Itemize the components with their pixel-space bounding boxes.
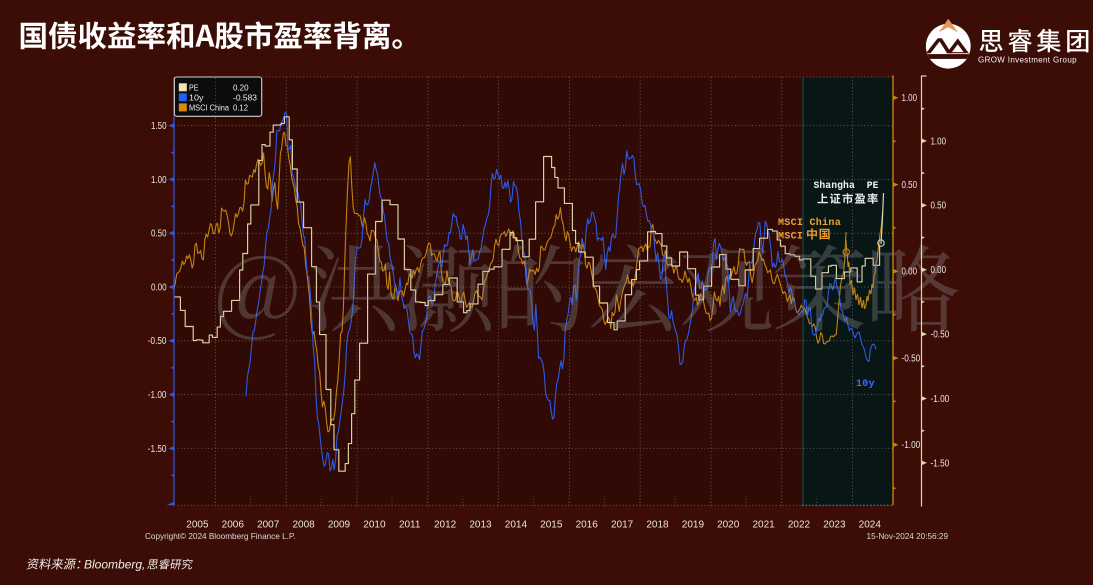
svg-text:10y: 10y — [856, 379, 875, 390]
svg-text:0.50: 0.50 — [931, 201, 947, 212]
svg-text:GROW Investment Group: GROW Investment Group — [978, 55, 1077, 64]
svg-text:2016: 2016 — [576, 520, 599, 531]
svg-text:-0.50: -0.50 — [902, 353, 921, 364]
svg-text:2011: 2011 — [399, 520, 421, 531]
svg-text:2009: 2009 — [328, 520, 351, 531]
svg-text:2014: 2014 — [505, 520, 528, 531]
svg-text:MSCI China: MSCI China — [778, 217, 841, 229]
svg-text:10y: 10y — [189, 93, 204, 103]
svg-text:2023: 2023 — [823, 520, 846, 531]
svg-text:2012: 2012 — [434, 520, 457, 531]
svg-text:2005: 2005 — [186, 520, 209, 531]
svg-text:Bloomberg,: Bloomberg, — [84, 558, 145, 572]
svg-text:-0.50: -0.50 — [931, 330, 950, 341]
svg-text:0.00: 0.00 — [151, 282, 167, 293]
svg-text:0.50: 0.50 — [151, 229, 167, 240]
svg-text:-0.583: -0.583 — [233, 93, 257, 103]
svg-text:2020: 2020 — [717, 520, 740, 531]
svg-text:1.00: 1.00 — [151, 175, 167, 186]
svg-text:PE: PE — [189, 83, 199, 93]
svg-text:0.00: 0.00 — [931, 265, 947, 276]
svg-text:2021: 2021 — [752, 520, 775, 531]
svg-text:-1.00: -1.00 — [902, 440, 921, 451]
svg-text:2008: 2008 — [292, 520, 315, 531]
svg-text:Copyright© 2024 Bloomberg Fina: Copyright© 2024 Bloomberg Finance L.P. — [145, 532, 296, 541]
svg-text:MSCI: MSCI — [778, 232, 803, 243]
svg-text:1.50: 1.50 — [151, 121, 167, 132]
svg-text:0.12: 0.12 — [233, 103, 248, 113]
svg-text:-1.50: -1.50 — [931, 458, 950, 469]
svg-text:2019: 2019 — [682, 520, 705, 531]
svg-text:2006: 2006 — [222, 520, 245, 531]
svg-text:-0.50: -0.50 — [148, 336, 167, 347]
svg-text:-1.00: -1.00 — [148, 390, 167, 401]
svg-text:0.50: 0.50 — [902, 180, 918, 191]
svg-text:15-Nov-2024 20:56:29: 15-Nov-2024 20:56:29 — [867, 532, 949, 541]
svg-text:2024: 2024 — [859, 520, 882, 531]
svg-text:Shangha PE: Shangha PE — [813, 180, 878, 191]
svg-text:2015: 2015 — [540, 520, 563, 531]
svg-text:0.20: 0.20 — [233, 83, 249, 93]
svg-text:2017: 2017 — [611, 520, 634, 531]
svg-text:2010: 2010 — [363, 520, 386, 531]
svg-text:1.00: 1.00 — [902, 93, 918, 104]
svg-text:1.00: 1.00 — [931, 136, 947, 147]
svg-text:0.00: 0.00 — [902, 267, 918, 278]
svg-text:2018: 2018 — [646, 520, 669, 531]
svg-text:MSCI China: MSCI China — [189, 103, 229, 113]
svg-text:-1.50: -1.50 — [148, 444, 167, 455]
svg-text:-1.00: -1.00 — [931, 394, 950, 405]
svg-text:2013: 2013 — [469, 520, 492, 531]
svg-text:2007: 2007 — [257, 520, 280, 531]
svg-text:2022: 2022 — [788, 520, 811, 531]
